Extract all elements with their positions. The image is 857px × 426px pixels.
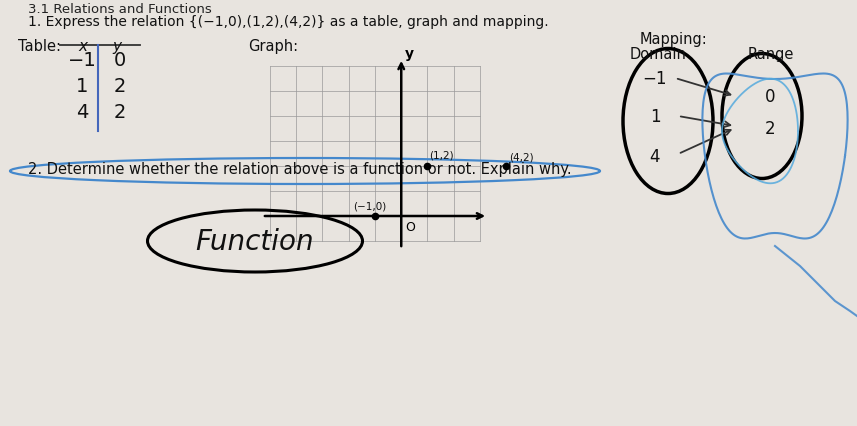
Text: Domain: Domain	[630, 47, 686, 62]
Text: 0: 0	[114, 52, 126, 70]
Text: (1,2): (1,2)	[429, 151, 454, 161]
Text: Table:: Table:	[18, 39, 61, 54]
Text: 2. Determine whether the relation above is a function or not. Explain why.: 2. Determine whether the relation above …	[28, 161, 572, 177]
Text: 2: 2	[114, 77, 126, 96]
Text: 4: 4	[75, 103, 88, 122]
Text: x: x	[78, 39, 87, 54]
Text: 4: 4	[650, 148, 660, 166]
Text: 2: 2	[114, 103, 126, 122]
Text: y: y	[405, 47, 414, 61]
Text: −1: −1	[643, 70, 668, 88]
Text: (−1,0): (−1,0)	[353, 201, 387, 211]
Text: 1. Express the relation {(−1,0),(1,2),(4,2)} as a table, graph and mapping.: 1. Express the relation {(−1,0),(1,2),(4…	[28, 15, 548, 29]
Text: y: y	[112, 39, 121, 54]
Text: (4,2): (4,2)	[509, 152, 534, 161]
Text: 1: 1	[650, 108, 660, 126]
Text: Mapping:: Mapping:	[640, 32, 708, 47]
Text: Range: Range	[748, 47, 794, 62]
Text: 0: 0	[764, 88, 776, 106]
Text: 1: 1	[75, 77, 88, 96]
Text: O: O	[405, 221, 415, 233]
Text: 2: 2	[764, 120, 776, 138]
Text: Function: Function	[195, 227, 315, 256]
Text: −1: −1	[68, 52, 96, 70]
Text: Graph:: Graph:	[248, 39, 298, 54]
Text: 3.1 Relations and Functions: 3.1 Relations and Functions	[28, 3, 212, 16]
